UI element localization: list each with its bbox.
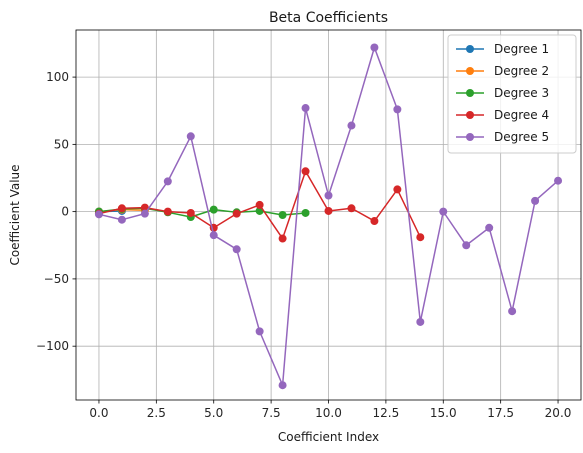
data-point [141, 210, 149, 218]
data-point [370, 43, 378, 51]
data-point [508, 307, 516, 315]
x-tick-label: 20.0 [545, 406, 572, 420]
data-point [279, 381, 287, 389]
data-point [256, 327, 264, 335]
legend-label: Degree 1 [494, 42, 549, 56]
y-tick-label: 50 [54, 137, 69, 151]
data-point [347, 122, 355, 130]
data-point [302, 104, 310, 112]
data-point [256, 201, 264, 209]
y-tick-label: 0 [61, 205, 69, 219]
data-point [439, 208, 447, 216]
data-point [210, 231, 218, 239]
data-point [118, 216, 126, 224]
y-axis-label: Coefficient Value [8, 164, 22, 265]
data-point [187, 132, 195, 140]
legend-label: Degree 2 [494, 64, 549, 78]
data-point [95, 210, 103, 218]
x-tick-label: 15.0 [430, 406, 457, 420]
data-point [554, 177, 562, 185]
data-point [302, 167, 310, 175]
data-point [416, 233, 424, 241]
data-point [416, 318, 424, 326]
data-point [462, 241, 470, 249]
data-point [370, 217, 378, 225]
x-tick-label: 12.5 [373, 406, 400, 420]
y-axis-ticks: −100 −50 0 50 100 [36, 70, 76, 353]
legend-label: Degree 3 [494, 86, 549, 100]
legend-marker [466, 45, 474, 53]
x-tick-label: 10.0 [315, 406, 342, 420]
chart-title: Beta Coefficients [269, 10, 388, 26]
data-point [210, 206, 218, 214]
y-tick-label: 100 [46, 70, 69, 84]
legend-marker [466, 111, 474, 119]
data-point [187, 209, 195, 217]
data-point [233, 245, 241, 253]
legend-label: Degree 5 [494, 130, 549, 144]
legend-marker [466, 67, 474, 75]
legend-label: Degree 4 [494, 108, 549, 122]
data-point [325, 191, 333, 199]
data-point [485, 224, 493, 232]
data-point [164, 208, 172, 216]
data-point [233, 210, 241, 218]
series-degree-4 [95, 167, 424, 242]
data-point [393, 105, 401, 113]
data-point [325, 207, 333, 215]
data-point [118, 204, 126, 212]
x-axis-ticks: 0.0 2.5 5.0 7.5 10.0 12.5 15.0 17.5 20.0 [89, 400, 571, 420]
data-point [279, 235, 287, 243]
x-tick-label: 7.5 [262, 406, 281, 420]
x-tick-label: 17.5 [487, 406, 514, 420]
x-tick-label: 2.5 [147, 406, 166, 420]
legend: Degree 1 Degree 2 Degree 3 Degree 4 Degree 5 [448, 35, 576, 153]
data-point [302, 209, 310, 217]
x-tick-label: 0.0 [89, 406, 108, 420]
legend-marker [466, 89, 474, 97]
y-tick-label: −50 [44, 272, 69, 286]
data-point [279, 211, 287, 219]
x-tick-label: 5.0 [204, 406, 223, 420]
y-tick-label: −100 [36, 339, 69, 353]
data-point [531, 197, 539, 205]
data-point [393, 185, 401, 193]
data-point [347, 204, 355, 212]
data-point [164, 177, 172, 185]
legend-marker [466, 133, 474, 141]
x-axis-label: Coefficient Index [278, 430, 379, 444]
